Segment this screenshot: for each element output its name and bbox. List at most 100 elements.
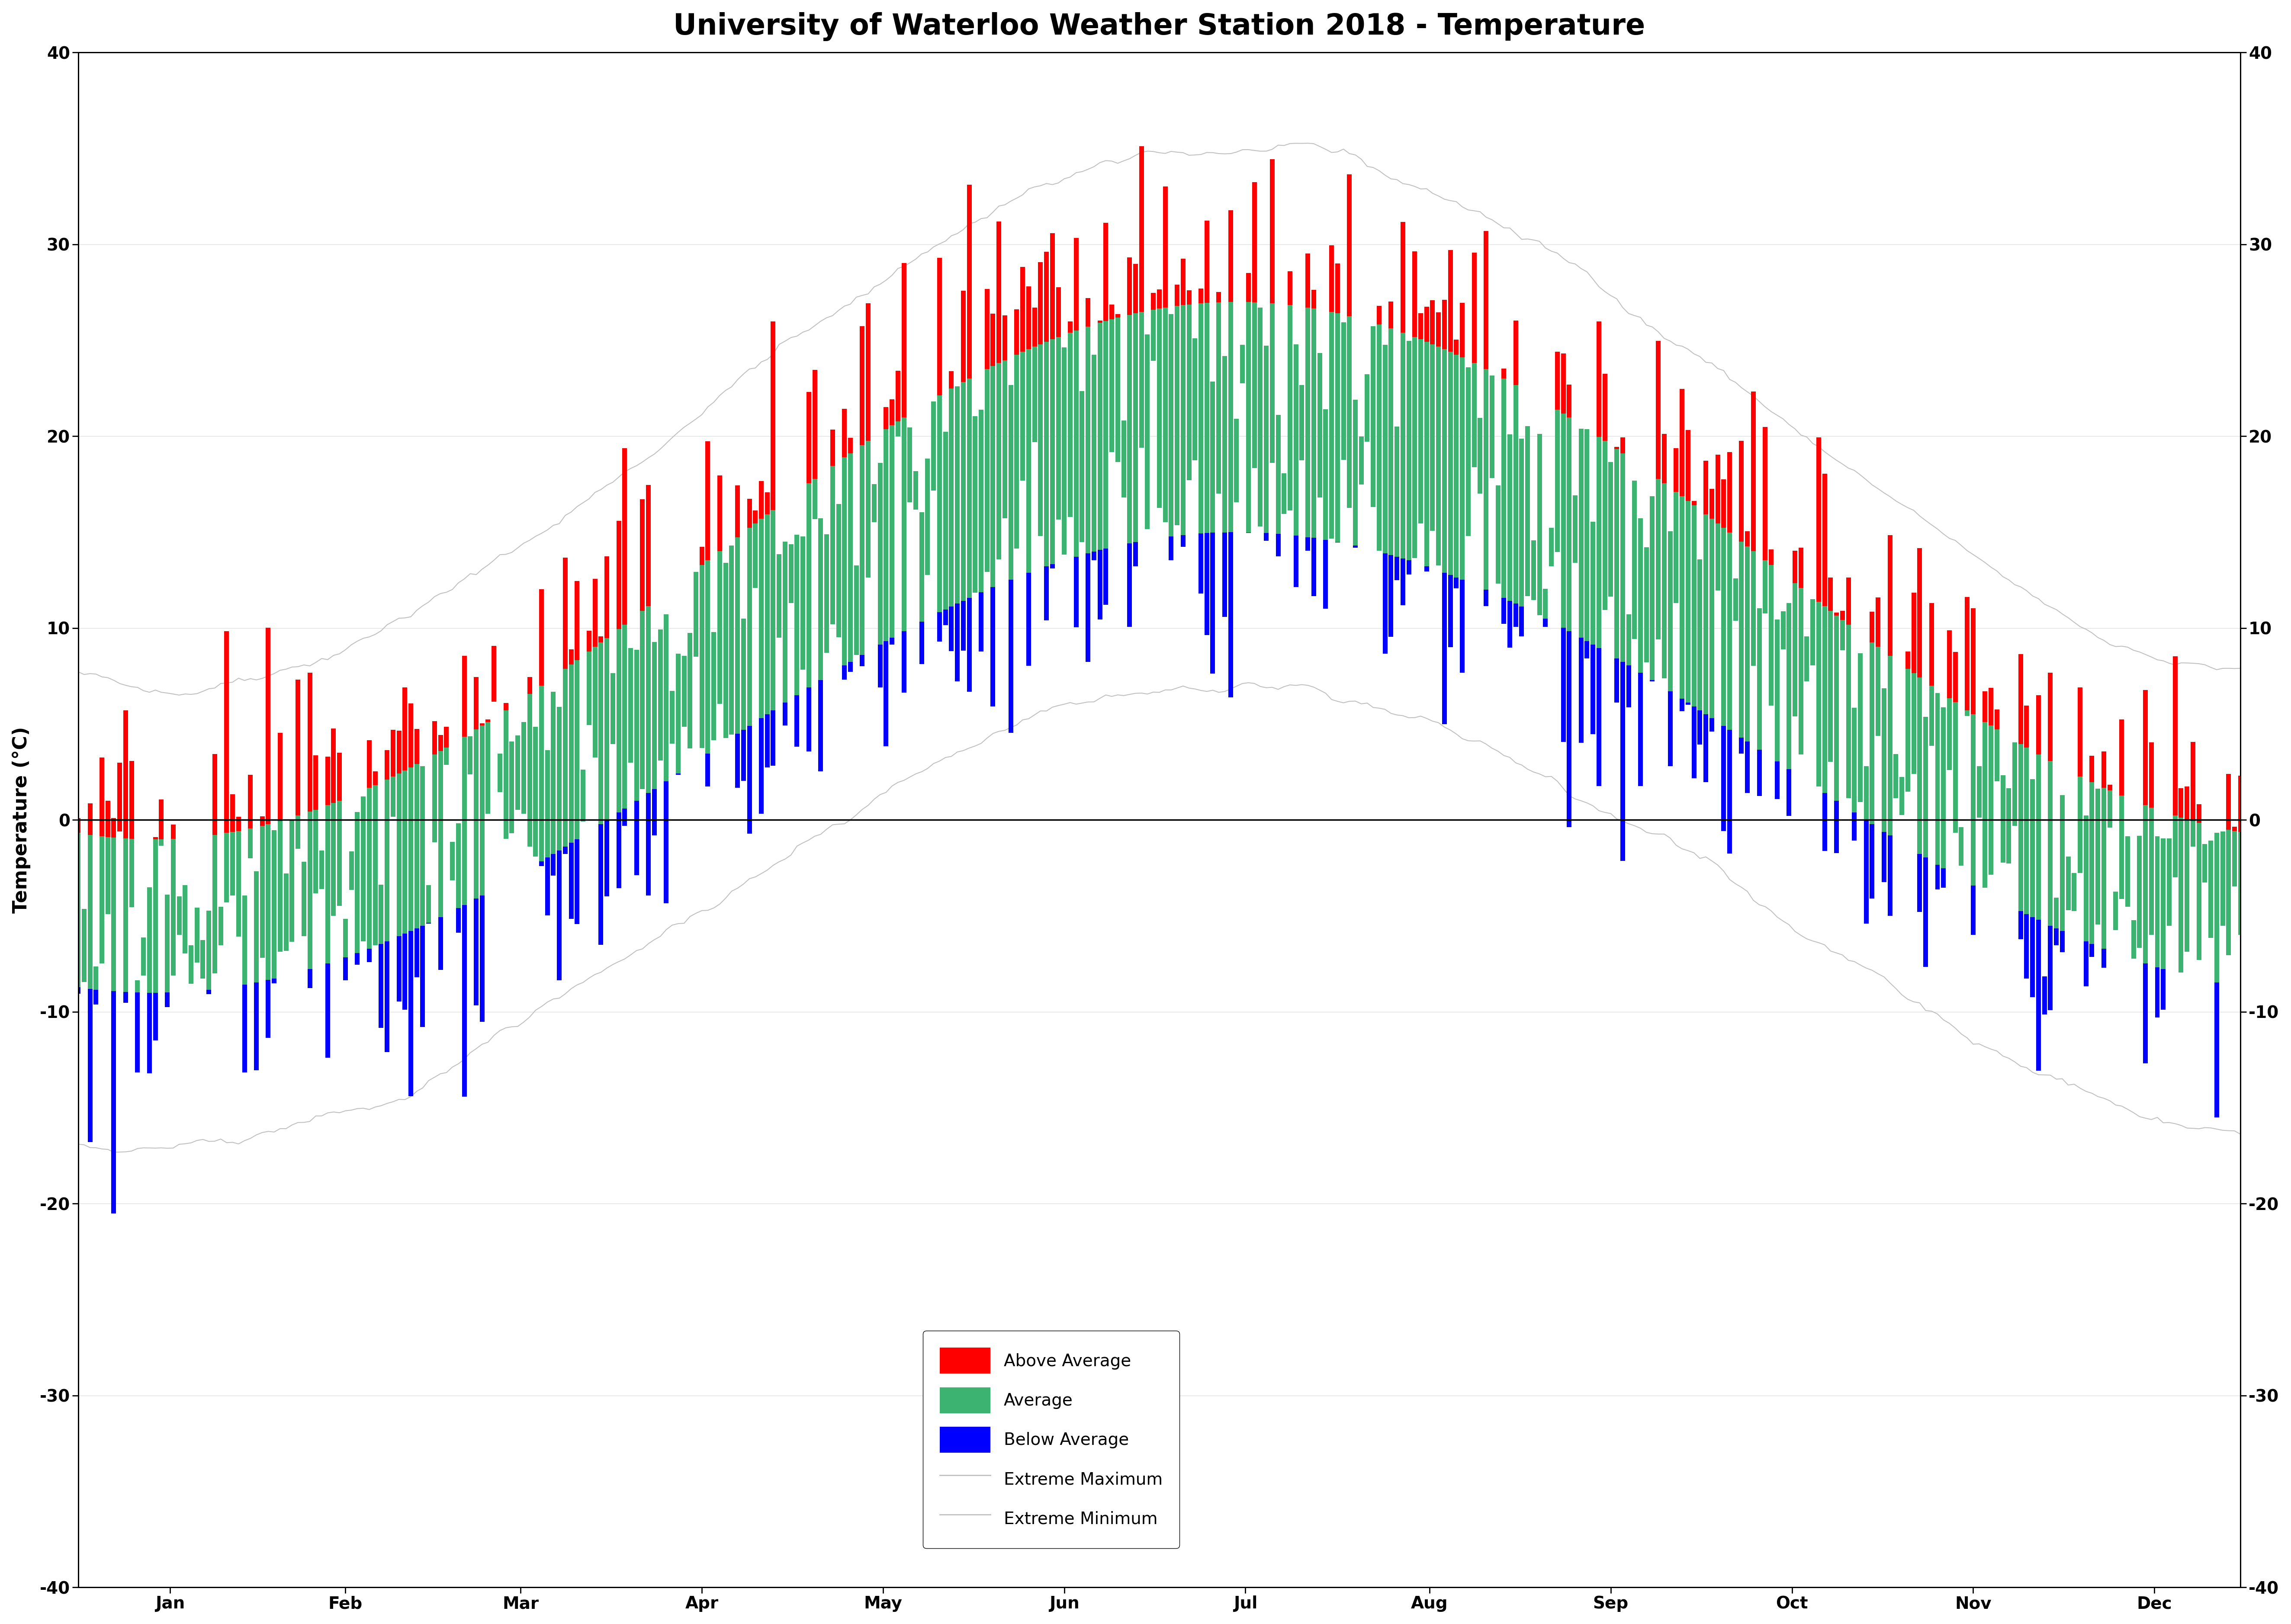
Bar (669, 692, 674, 744)
Bar (1947, 630, 1952, 698)
Bar (1086, 554, 1091, 661)
Bar (747, 499, 751, 528)
Bar (735, 734, 740, 788)
Bar (575, 581, 580, 659)
Bar (1895, 754, 1899, 797)
Bar (598, 637, 603, 643)
Bar (1086, 299, 1091, 326)
Bar (165, 992, 170, 1007)
Bar (1698, 710, 1702, 744)
Bar (1638, 518, 1643, 672)
Bar (1656, 479, 1661, 640)
Bar (1549, 528, 1553, 567)
Bar (1940, 708, 1945, 869)
Bar (1015, 309, 1019, 354)
Bar (378, 885, 383, 944)
Bar (2190, 742, 2195, 822)
Bar (1400, 559, 1404, 606)
Bar (1370, 326, 1375, 507)
Bar (1310, 309, 1315, 538)
Bar (1810, 599, 1814, 666)
Bar (176, 896, 181, 935)
Bar (415, 765, 419, 929)
Bar (534, 726, 538, 857)
Bar (438, 750, 442, 918)
Bar (479, 723, 483, 726)
Bar (229, 794, 236, 831)
Bar (937, 396, 942, 612)
Bar (1400, 333, 1404, 559)
Bar (158, 840, 163, 846)
Bar (843, 666, 848, 680)
Bar (1727, 729, 1732, 854)
Bar (314, 810, 318, 893)
Bar (325, 757, 330, 806)
Bar (937, 612, 942, 641)
Bar (396, 937, 401, 1002)
Bar (2007, 788, 2011, 864)
Bar (153, 840, 158, 992)
Bar (415, 729, 419, 765)
Bar (1049, 564, 1054, 568)
Bar (646, 486, 651, 606)
Bar (777, 554, 781, 638)
Bar (419, 767, 426, 926)
Bar (355, 953, 360, 965)
Bar (1407, 560, 1411, 575)
Bar (1650, 495, 1654, 680)
Bar (1739, 737, 1743, 754)
Bar (2078, 776, 2083, 874)
Bar (408, 931, 412, 1096)
Bar (504, 703, 509, 710)
Bar (1601, 374, 1608, 442)
Bar (1340, 322, 1345, 460)
Bar (1198, 289, 1203, 304)
Bar (396, 731, 401, 773)
Bar (598, 643, 603, 823)
Bar (463, 737, 467, 905)
Bar (758, 481, 763, 520)
Bar (1187, 291, 1191, 305)
Bar (1251, 302, 1258, 468)
Bar (2227, 773, 2231, 830)
Bar (403, 934, 408, 1010)
Bar (1180, 258, 1184, 305)
Bar (105, 836, 110, 914)
Bar (1045, 341, 1049, 567)
Bar (538, 685, 543, 861)
Bar (408, 703, 412, 767)
Bar (1329, 245, 1333, 312)
Bar (1026, 573, 1031, 666)
Bar (1164, 187, 1168, 307)
Bar (758, 520, 763, 718)
Bar (859, 326, 864, 445)
Bar (302, 862, 307, 935)
Bar (1817, 437, 1821, 603)
Bar (919, 512, 923, 622)
Bar (1679, 698, 1684, 711)
Bar (112, 818, 117, 838)
Bar (2030, 918, 2034, 997)
Bar (1395, 557, 1400, 580)
Bar (2048, 672, 2053, 762)
Bar (706, 560, 710, 754)
Bar (1150, 292, 1155, 310)
Bar (1049, 339, 1054, 564)
Bar (552, 692, 557, 854)
Bar (848, 438, 852, 453)
Bar (1507, 434, 1512, 601)
Bar (2108, 784, 2112, 791)
Bar (2202, 844, 2206, 882)
Bar (907, 427, 912, 502)
Bar (2142, 963, 2147, 1064)
Bar (1411, 338, 1418, 559)
Bar (1008, 385, 1013, 580)
Bar (1175, 284, 1180, 305)
Bar (444, 726, 449, 747)
Bar (124, 711, 128, 838)
Bar (1079, 391, 1084, 542)
Bar (2000, 775, 2005, 862)
Bar (635, 650, 639, 801)
Bar (1560, 354, 1565, 414)
Bar (818, 518, 822, 680)
